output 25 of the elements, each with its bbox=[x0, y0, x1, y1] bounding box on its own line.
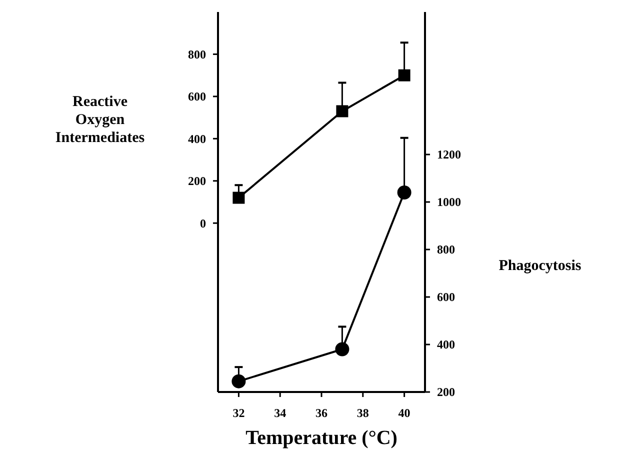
y2-axis-title: Phagocytosis bbox=[498, 258, 582, 274]
point bbox=[398, 69, 410, 82]
y-tick-label: 600 bbox=[188, 90, 206, 104]
x-tick-label: 34 bbox=[274, 406, 286, 420]
y2-tick-label: 1200 bbox=[437, 148, 461, 162]
y-tick-label: 800 bbox=[188, 47, 206, 62]
point bbox=[232, 192, 245, 204]
point bbox=[335, 342, 350, 356]
point bbox=[397, 186, 412, 200]
y-axis-title: Reactive Oxygen Intermediates bbox=[55, 94, 145, 146]
y2-tick-label: 800 bbox=[437, 242, 455, 257]
point bbox=[232, 374, 246, 388]
y-tick-label: 0 bbox=[200, 216, 206, 230]
x-tick-label: 38 bbox=[356, 406, 369, 420]
point bbox=[336, 105, 348, 118]
y2-tick-label: 400 bbox=[437, 338, 455, 352]
y2-tick-label: 1000 bbox=[437, 195, 461, 210]
x-axis-title: Temperature (°C) bbox=[246, 427, 398, 449]
y2-tick-label: 600 bbox=[437, 290, 455, 304]
y2-tick-label: 200 bbox=[437, 385, 455, 400]
x-tick-label: 40 bbox=[398, 406, 410, 420]
y-tick-label: 400 bbox=[188, 132, 206, 146]
y-tick-label: 200 bbox=[188, 174, 206, 188]
x-tick-label: 36 bbox=[316, 406, 328, 420]
x-tick-label: 32 bbox=[232, 406, 245, 420]
